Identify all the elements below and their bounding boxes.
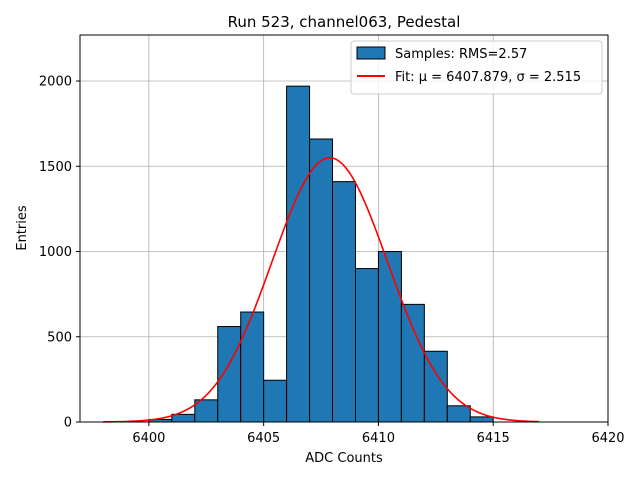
histogram-bars (148, 85, 494, 423)
histogram-bar (400, 303, 425, 423)
histogram-bar (377, 251, 402, 423)
histogram-bar (240, 311, 265, 423)
histogram-bar (354, 268, 379, 423)
histogram-bar (469, 416, 494, 423)
legend-box (350, 40, 603, 95)
x-tick-label: 6405 (247, 431, 280, 446)
y-tick-label: 0 (64, 416, 72, 431)
histogram-bar (423, 350, 448, 423)
histogram-bar (446, 405, 471, 423)
x-tick-label: 6415 (477, 431, 510, 446)
y-axis-ticks: 0 500 1000 1500 2000 (39, 75, 80, 431)
legend: Samples: RMS=2.57 Fit: μ = 6407.879, σ =… (350, 40, 603, 95)
legend-samples-label: Samples: RMS=2.57 (395, 47, 527, 62)
x-tick-label: 6420 (591, 431, 624, 446)
y-tick-label: 2000 (39, 75, 72, 90)
histogram-bar (286, 85, 311, 423)
histogram-bar (332, 181, 356, 423)
histogram-bar (171, 413, 196, 423)
x-axis-ticks: 6400 6405 6410 6415 6420 (132, 422, 625, 446)
x-axis-title: ADC Counts (305, 451, 383, 466)
fit-curve (102, 156, 540, 423)
y-tick-label: 1000 (39, 245, 72, 260)
histogram-bar (309, 138, 334, 423)
legend-samples-swatch (356, 46, 386, 60)
legend-fit-label: Fit: μ = 6407.879, σ = 2.515 (395, 70, 581, 85)
histogram-bar (217, 326, 242, 423)
y-tick-label: 500 (47, 330, 72, 345)
plot-frame (79, 34, 609, 423)
x-tick-label: 6410 (362, 431, 395, 446)
chart-title: Run 523, channel063, Pedestal (228, 13, 461, 31)
y-tick-label: 1500 (39, 160, 72, 175)
histogram-bar (263, 379, 288, 423)
y-axis-title: Entries (15, 205, 30, 251)
x-tick-label: 6400 (132, 431, 165, 446)
